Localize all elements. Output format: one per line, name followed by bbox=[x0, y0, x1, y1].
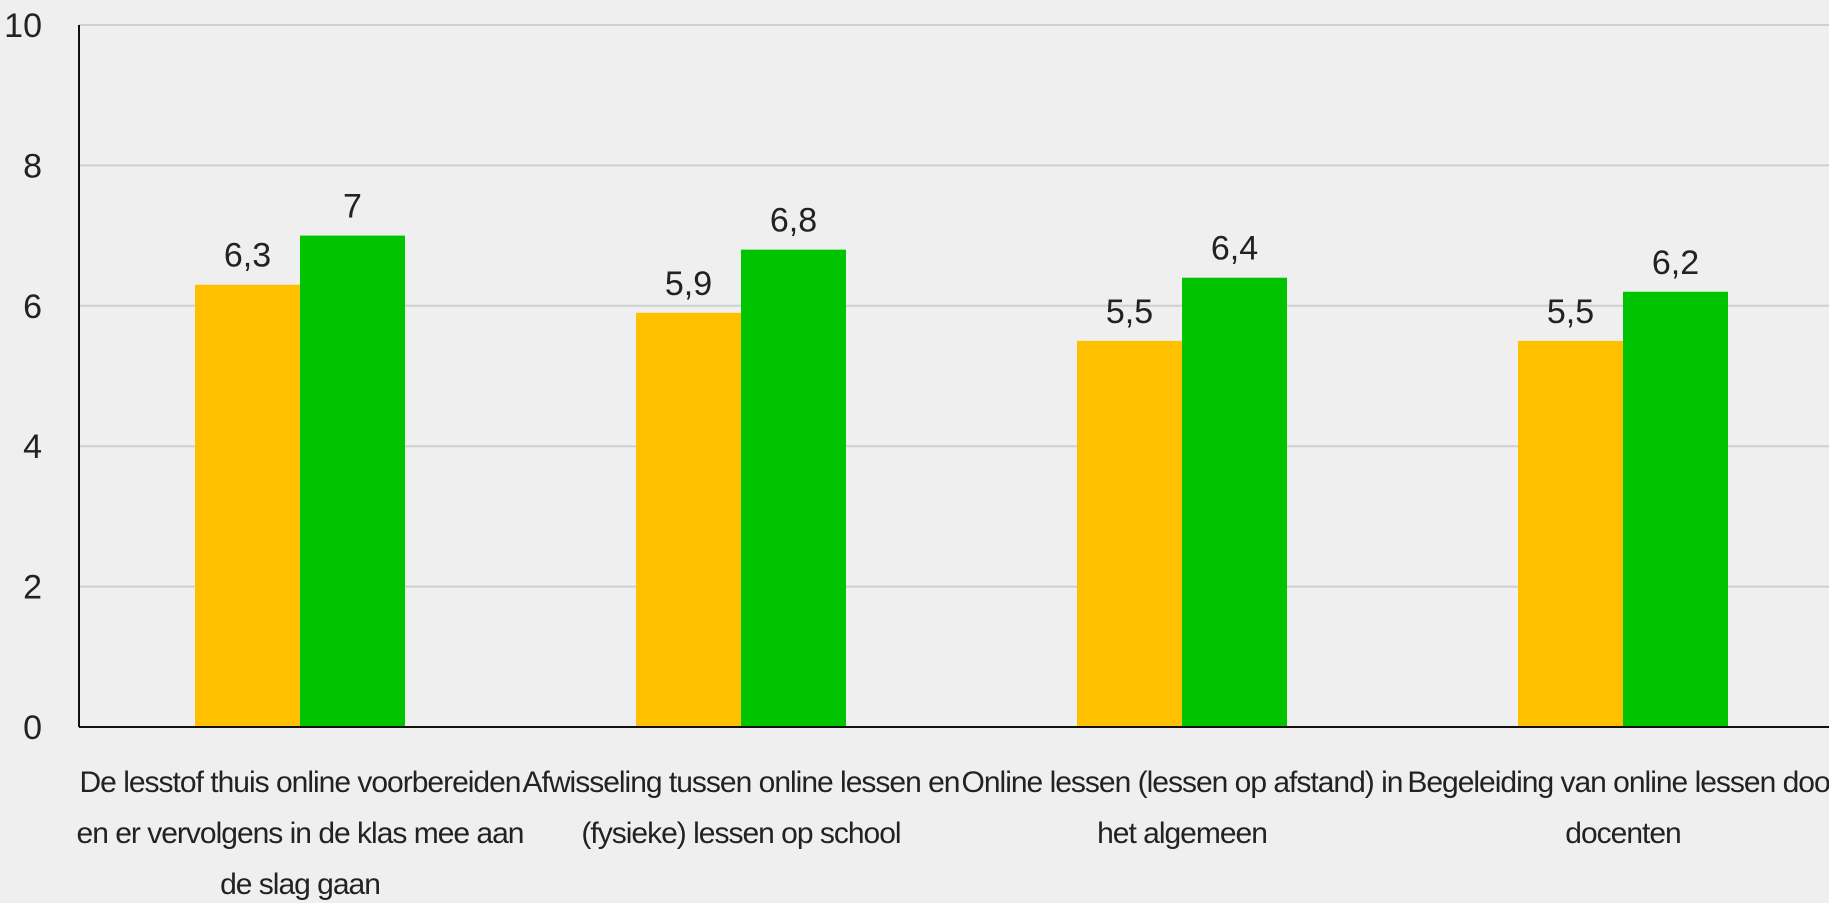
bar bbox=[741, 249, 846, 727]
y-tick-label: 0 bbox=[23, 709, 42, 747]
bar bbox=[1623, 291, 1728, 727]
y-tick-label: 4 bbox=[23, 428, 42, 466]
y-tick-label: 8 bbox=[23, 147, 42, 185]
bar bbox=[300, 235, 405, 727]
data-label: 5,5 bbox=[1547, 293, 1594, 331]
bars bbox=[195, 235, 1728, 727]
data-label: 5,5 bbox=[1106, 293, 1153, 331]
y-tick-label: 6 bbox=[23, 288, 42, 326]
axes bbox=[78, 25, 1829, 728]
x-category-label: Begeleiding van online lessen door bbox=[1407, 766, 1829, 799]
data-label: 5,9 bbox=[665, 265, 712, 303]
data-label: 7 bbox=[343, 188, 362, 226]
data-label: 6,2 bbox=[1652, 244, 1699, 282]
data-label: 6,3 bbox=[224, 237, 271, 275]
x-category-label: docenten bbox=[1565, 817, 1680, 850]
bar bbox=[195, 284, 300, 727]
bar bbox=[1182, 277, 1287, 727]
y-tick-label: 10 bbox=[4, 7, 42, 45]
x-category-label: en er vervolgens in de klas mee aan bbox=[77, 817, 524, 850]
bar bbox=[636, 312, 741, 727]
x-category-label: (fysieke) lessen op school bbox=[581, 817, 900, 850]
x-category-label: het algemeen bbox=[1097, 817, 1267, 850]
x-category-label: de slag gaan bbox=[220, 868, 380, 901]
labels: 0 2 4 6 8 10 6,3 7 De lesstof thuis online voorb… bbox=[4, 7, 1829, 901]
data-label: 6,4 bbox=[1211, 230, 1258, 268]
y-tick-label: 2 bbox=[23, 569, 42, 607]
x-category-label: Online lessen (lessen op afstand) in bbox=[962, 766, 1403, 799]
x-category-label: De lesstof thuis online voorbereiden bbox=[80, 766, 521, 799]
bar bbox=[1077, 340, 1182, 727]
bar bbox=[1518, 340, 1623, 727]
x-category-label: Afwisseling tussen online lessen en bbox=[523, 766, 960, 799]
data-label: 6,8 bbox=[770, 202, 817, 240]
